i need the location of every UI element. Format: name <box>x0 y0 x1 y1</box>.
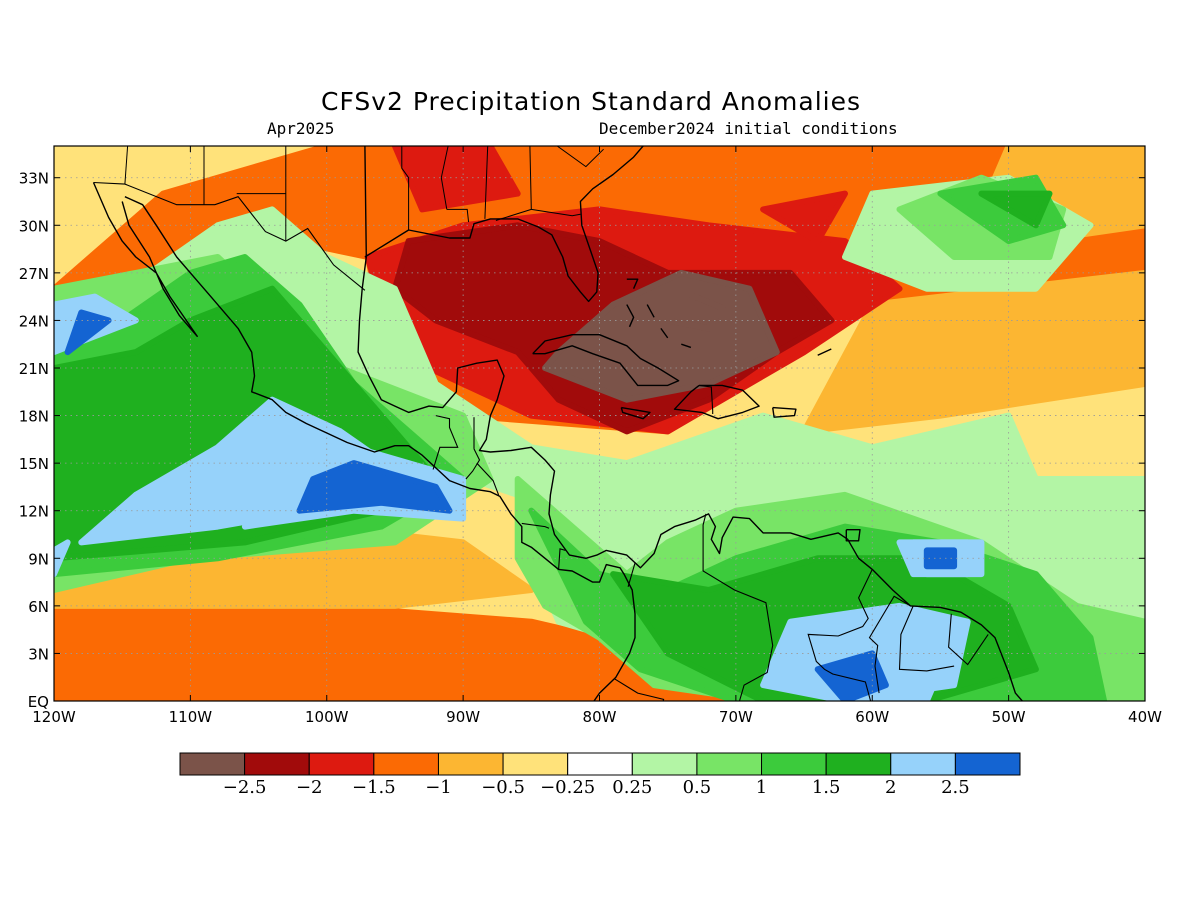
colorbar-label: −0.25 <box>540 777 595 798</box>
country-border <box>699 384 714 414</box>
lon-tick-label: 110W <box>169 708 213 726</box>
country-border <box>807 569 873 701</box>
colorbar-label: −0.5 <box>481 777 525 798</box>
state-border <box>446 208 470 223</box>
colorbar-label: −2.5 <box>223 777 267 798</box>
anomaly-region <box>760 190 848 245</box>
country-border <box>948 613 989 666</box>
country-border <box>432 415 459 470</box>
lat-tick-label: 3N <box>28 645 49 663</box>
colorbar-swatch <box>761 752 827 776</box>
state-border <box>484 146 489 219</box>
lon-tick-label: 70W <box>719 708 753 726</box>
coastline <box>92 182 198 337</box>
coastline <box>620 406 651 420</box>
coastline <box>681 343 692 349</box>
lon-tick-label: 120W <box>32 708 76 726</box>
map-axes: 120W 110W 100W 90W 80W 70W 60W 50W 40W EQ 3N 6N 9N 12… <box>19 146 1162 726</box>
lat-tick-label: 33N <box>19 170 49 188</box>
colorbar-swatch <box>890 752 956 776</box>
lat-tick-label: 15N <box>19 455 49 473</box>
country-border <box>702 513 774 701</box>
colorbar-swatch <box>502 752 569 776</box>
coastline <box>673 384 760 420</box>
country-border <box>465 448 481 480</box>
country-border <box>868 595 911 694</box>
colorbar-swatch <box>308 752 375 776</box>
lat-tick-label: 30N <box>19 217 49 235</box>
colorbar-swatch <box>567 752 633 776</box>
coastline <box>626 304 635 328</box>
country-border <box>93 181 366 291</box>
country-border <box>558 548 566 570</box>
lat-tick-label: EQ <box>28 693 49 711</box>
state-border <box>440 146 449 210</box>
anomaly-region <box>814 650 889 701</box>
lon-tick-label: 90W <box>446 708 480 726</box>
anomaly-region <box>296 460 453 514</box>
chart-title: CFSv2 Precipitation Standard Anomalies <box>321 87 861 116</box>
initial-conditions-label: December2024 initial conditions <box>599 119 898 138</box>
coastline <box>772 406 797 418</box>
lat-tick-label: 24N <box>19 312 49 330</box>
coastline <box>660 327 669 339</box>
colorbar-label: 2 <box>885 777 896 798</box>
country-border <box>614 678 665 701</box>
coastline-layer <box>92 146 1023 701</box>
anomaly-region <box>978 190 1053 229</box>
country-border <box>476 462 500 496</box>
colorbar: −2.5 −2 −1.5 −1 −0.5 −0.25 0.25 0.5 1 1.5 2 2.5 <box>179 752 1021 798</box>
country-border <box>898 605 955 672</box>
colorbar-swatch <box>631 752 698 776</box>
country-border <box>627 562 636 587</box>
lon-tick-label: 60W <box>855 708 889 726</box>
coastline <box>817 348 832 356</box>
colorbar-label: −1 <box>425 777 452 798</box>
colorbar-label: 0.25 <box>612 777 652 798</box>
colorbar-swatch <box>179 752 246 776</box>
coastline <box>532 334 680 387</box>
colorbar-swatch <box>437 752 504 776</box>
lon-tick-label: 100W <box>305 708 349 726</box>
coastline <box>364 146 644 303</box>
colorbar-swatch <box>696 752 763 776</box>
anomaly-region <box>64 309 112 356</box>
lon-tick-label: 40W <box>1128 708 1162 726</box>
lon-tick-label: 50W <box>992 708 1026 726</box>
colorbar-swatch <box>825 752 892 776</box>
anomaly-fill-layer <box>54 146 1145 701</box>
colorbar-label: 0.5 <box>683 777 712 798</box>
colorbar-swatch <box>244 752 310 776</box>
lat-tick-label: 27N <box>19 265 49 283</box>
coastline <box>357 146 1023 701</box>
valid-period-label: Apr2025 <box>267 119 334 138</box>
colorbar-label: 1 <box>756 777 767 798</box>
lat-tick-label: 9N <box>28 550 49 568</box>
colorbar-swatch <box>373 752 439 776</box>
state-border <box>556 146 604 168</box>
map-panel: 120W 110W 100W 90W 80W 70W 60W 50W 40W EQ 3N 6N 9N 12… <box>19 145 1162 726</box>
colorbar-label: 1.5 <box>812 777 841 798</box>
lat-tick-label: 18N <box>19 408 49 426</box>
colorbar-label: −1.5 <box>352 777 396 798</box>
lat-tick-label: 12N <box>19 503 49 521</box>
coastline <box>124 196 636 701</box>
graticule <box>54 146 1145 701</box>
lon-tick-label: 80W <box>583 708 617 726</box>
coastline <box>646 304 655 318</box>
country-border <box>521 522 550 529</box>
lat-tick-label: 6N <box>28 598 49 616</box>
colorbar-label: −2 <box>296 777 323 798</box>
colorbar-swatch <box>954 752 1021 776</box>
state-border <box>124 146 129 185</box>
coastline <box>626 278 639 289</box>
colorbar-label: 2.5 <box>941 777 970 798</box>
state-border <box>401 146 410 230</box>
state-border <box>531 208 581 217</box>
coastline <box>845 529 861 542</box>
lat-tick-label: 21N <box>19 360 49 378</box>
anomaly-region <box>801 269 1145 435</box>
